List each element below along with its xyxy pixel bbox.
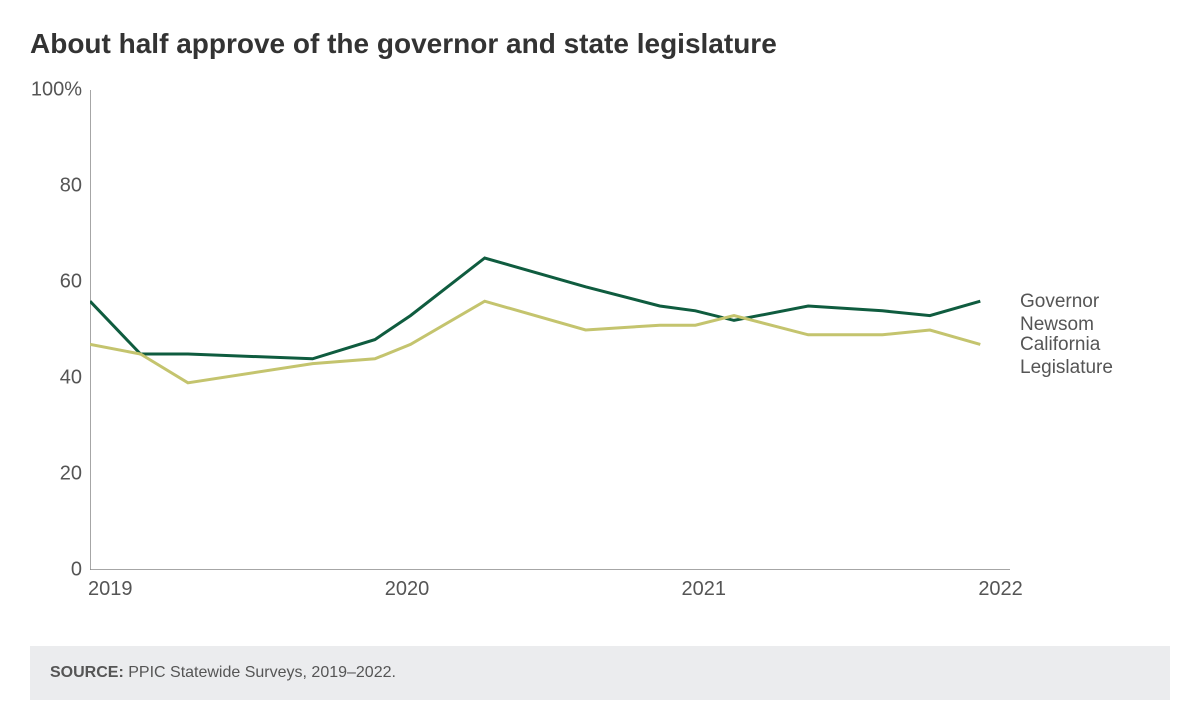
axis-line <box>90 90 1010 570</box>
x-tick-label: 2019 <box>88 570 133 601</box>
series-label-1: CaliforniaLegislature <box>1020 334 1113 380</box>
x-tick-label: 2020 <box>385 570 430 601</box>
chart-area: 020406080100%2019202020212022GovernorNew… <box>30 80 1170 620</box>
series-line-0 <box>90 258 980 359</box>
chart-title: About half approve of the governor and s… <box>30 28 1170 60</box>
x-tick-label: 2021 <box>682 570 727 601</box>
source-citation: SOURCE: PPIC Statewide Surveys, 2019–202… <box>30 646 1170 700</box>
source-text: PPIC Statewide Surveys, 2019–2022. <box>124 664 396 681</box>
series-label-0: GovernorNewsom <box>1020 291 1099 337</box>
y-tick-label: 80 <box>60 175 90 198</box>
x-tick-label: 2022 <box>978 570 1023 601</box>
y-tick-label: 40 <box>60 367 90 390</box>
y-tick-label: 20 <box>60 463 90 486</box>
source-label: SOURCE: <box>50 664 124 681</box>
y-tick-label: 60 <box>60 271 90 294</box>
y-tick-label: 100% <box>31 79 90 102</box>
series-line-1 <box>90 301 980 383</box>
chart-svg <box>90 90 1010 570</box>
